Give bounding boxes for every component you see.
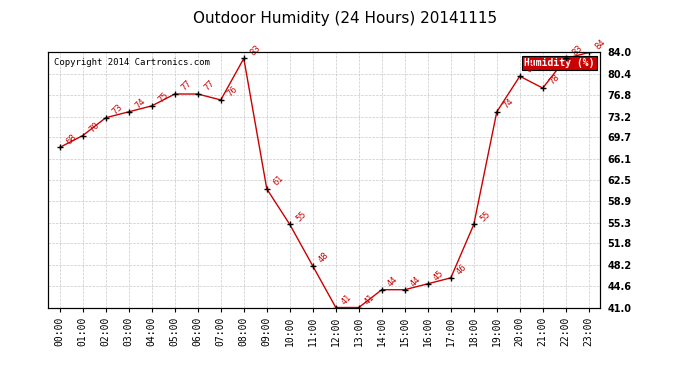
Text: 73: 73 <box>110 102 124 116</box>
Text: 76: 76 <box>225 85 239 99</box>
Text: 55: 55 <box>294 209 308 223</box>
Text: 41: 41 <box>363 292 377 306</box>
Text: 41: 41 <box>340 292 354 306</box>
Text: 83: 83 <box>248 43 262 57</box>
Text: 80: 80 <box>524 61 538 75</box>
Text: 70: 70 <box>87 120 101 134</box>
Text: Humidity (%): Humidity (%) <box>524 58 595 68</box>
Text: Copyright 2014 Cartronics.com: Copyright 2014 Cartronics.com <box>54 58 210 67</box>
Text: 46: 46 <box>455 262 469 276</box>
Text: 77: 77 <box>202 79 216 93</box>
Text: 45: 45 <box>432 268 446 282</box>
Text: Outdoor Humidity (24 Hours) 20141115: Outdoor Humidity (24 Hours) 20141115 <box>193 11 497 26</box>
Text: 61: 61 <box>271 174 285 188</box>
Text: 48: 48 <box>317 251 331 265</box>
Text: 55: 55 <box>478 209 492 223</box>
Text: 68: 68 <box>64 132 78 146</box>
Text: 74: 74 <box>501 96 515 110</box>
Text: 78: 78 <box>547 73 561 87</box>
Text: 74: 74 <box>133 96 147 110</box>
Text: 77: 77 <box>179 79 193 93</box>
Text: 44: 44 <box>386 274 400 288</box>
Text: 84: 84 <box>593 37 607 51</box>
Text: 83: 83 <box>570 43 584 57</box>
Text: 44: 44 <box>409 274 423 288</box>
Text: 75: 75 <box>156 91 170 105</box>
